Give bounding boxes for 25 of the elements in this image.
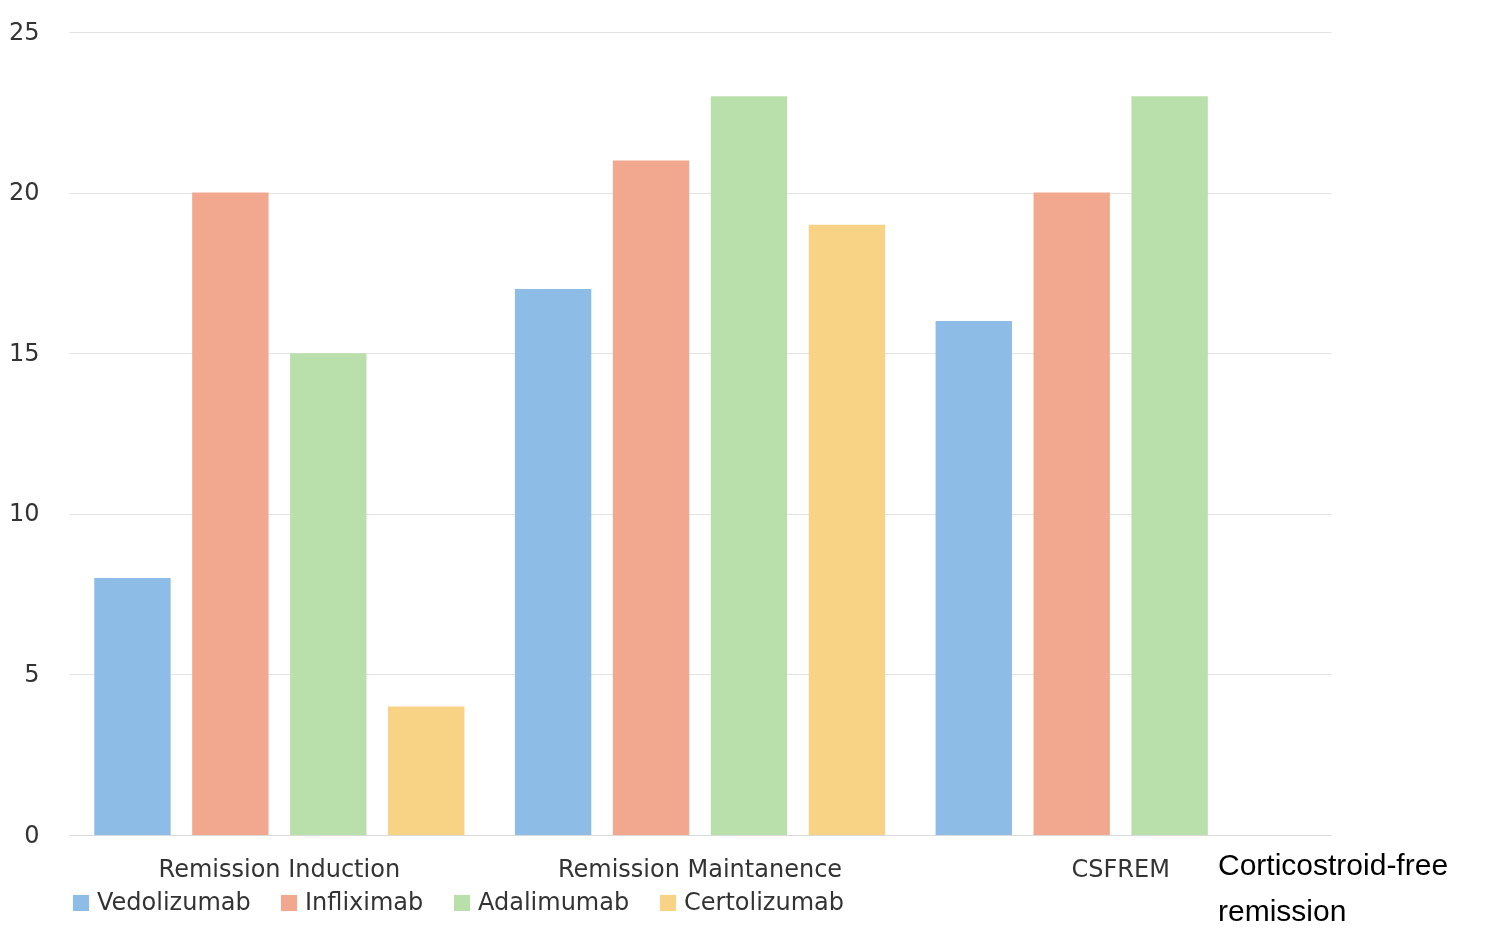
y-tick-label: 20 [8,178,40,207]
y-tick-label: 15 [8,338,40,367]
bar [94,578,171,835]
bar [808,224,886,835]
bar [192,192,269,835]
y-tick-label: 25 [8,17,40,46]
legend-label: Infliximab [305,888,424,916]
bar [935,321,1012,835]
bar [1131,96,1208,835]
y-tick-label: 5 [24,659,40,688]
y-tick-label: 10 [8,499,40,528]
bar [514,288,592,835]
x-tick-label: Remission Maintanence [557,854,843,883]
bar [1033,192,1110,835]
x-tick-label: Remission Induction [158,854,401,883]
text: Corticostroid-free remission [1218,847,1450,929]
x-tick-label: CSFREM [1071,854,1170,883]
bar [290,353,367,835]
legend-label: Vedolizumab [97,888,251,916]
y-tick-label: 0 [24,820,40,849]
legend-label: Adalimumab [478,888,630,916]
bar [388,706,465,835]
legend-label: Certolizumab [684,888,844,916]
bar [612,160,690,835]
bar [710,96,788,835]
